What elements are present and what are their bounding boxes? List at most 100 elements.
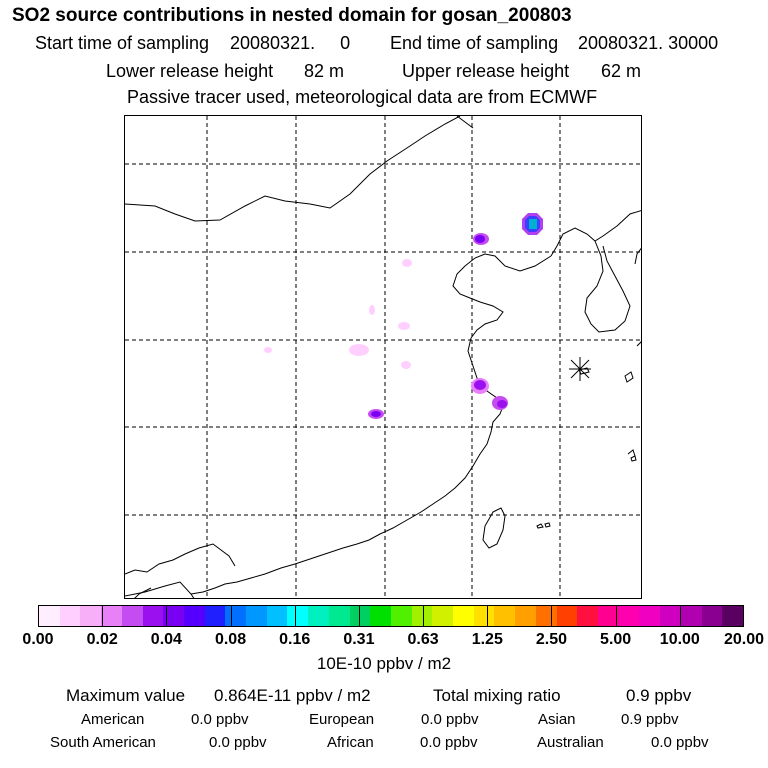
colorbar-tick-label: 5.00 [600,631,632,648]
start-time-value: 20080321. 0 [230,33,351,53]
colorbar-swatch [370,606,391,626]
plume-patch [398,322,410,330]
colorbar-swatch [287,606,309,626]
region-value: 0.0 ppbv [191,711,249,728]
region-name: African [327,734,374,751]
colorbar-swatch [225,606,247,626]
colorbar-swatch [453,606,474,626]
region-name: European [309,711,375,728]
colorbar-swatch [597,606,619,626]
plume-core [475,235,485,243]
colorbar-swatch [722,606,743,626]
colorbar-swatch [494,606,516,626]
max-value-label: Maximum value [66,686,186,705]
plume-patch [402,259,412,267]
colorbar-swatch [577,606,598,626]
colorbar-swatch [246,606,267,626]
region-name: South American [50,734,156,751]
colorbar-tick-label: 1.25 [471,631,503,648]
colorbar-swatch [432,606,454,626]
colorbar-swatch [204,606,226,626]
colorbar-swatch [266,606,288,626]
colorbar-swatch [80,606,102,626]
plume-patch [401,361,411,369]
region-value: 0.0 ppbv [209,734,267,751]
colorbar-swatch [101,606,122,626]
colorbar-tick-label: 0.63 [407,631,439,648]
colorbar [38,605,744,627]
colorbar-swatch [473,606,495,626]
region-value: 0.0 ppbv [421,711,479,728]
total-mixing-label: Total mixing ratio [433,686,561,705]
colorbar-tick-label: 0.16 [279,631,311,648]
colorbar-divider [166,605,167,627]
colorbar-divider [359,605,360,627]
colorbar-swatch [308,606,329,626]
plume-hotspot-core [529,219,537,229]
colorbar-swatch [39,606,60,626]
colorbar-swatch [680,606,702,626]
colorbar-swatch [535,606,557,626]
start-time-label: Start time of sampling [35,33,210,53]
max-value: 0.864E-11 ppbv / m2 [214,686,371,705]
plot-title: SO2 source contributions in nested domai… [12,5,572,26]
colorbar-divider [487,605,488,627]
region-value: 0.0 ppbv [420,734,478,751]
end-time-value: 20080321. 30000 [578,33,719,53]
region-name: Australian [537,734,604,751]
plume-patch [369,305,375,315]
asterisk-receptor-icon [569,357,591,381]
colorbar-divider [551,605,552,627]
colorbar-swatch [142,606,164,626]
colorbar-swatch [639,606,661,626]
colorbar-swatch [59,606,81,626]
end-time-label: End time of sampling [390,33,559,53]
region-value: 0.0 ppbv [651,734,709,751]
plume-core [371,411,381,417]
tracer-note: Passive tracer used, meteorological data… [127,87,598,107]
plume-core [497,400,507,408]
colorbar-tick-label: 20.00 [723,631,765,648]
colorbar-swatch [556,606,578,626]
plume-core [474,380,486,390]
upper-height-value: 62 m [601,61,642,81]
lower-height-label: Lower release height [106,61,274,81]
colorbar-swatch [183,606,205,626]
plume-patch [264,347,272,353]
region-value: 0.9 ppbv [621,711,679,728]
plume-layer [264,213,543,419]
colorbar-tick-label: 0.08 [214,631,247,648]
colorbar-swatch [163,606,184,626]
colorbar-tick-label: 0.31 [343,631,375,648]
colorbar-swatch [618,606,640,626]
colorbar-swatch [660,606,681,626]
colorbar-swatch [328,606,350,626]
colorbar-units: 10E-10 ppbv / m2 [316,654,452,673]
total-mixing-value: 0.9 ppbv [626,686,692,705]
lower-height-value: 82 m [304,61,345,81]
colorbar-swatch [390,606,412,626]
colorbar-divider [231,605,232,627]
map-canvas [125,116,641,598]
colorbar-swatch [701,606,723,626]
colorbar-divider [616,605,617,627]
plume-patch [349,344,369,356]
colorbar-divider [423,605,424,627]
upper-height-label: Upper release height [402,61,570,81]
colorbar-tick-label: 0.04 [150,631,182,648]
colorbar-swatch [515,606,536,626]
colorbar-swatch [411,606,433,626]
colorbar-swatch [121,606,143,626]
lat-lon-grid [125,116,641,598]
region-name: American [81,711,145,728]
colorbar-tick-label: 2.50 [535,631,568,648]
colorbar-divider [102,605,103,627]
region-name: Asian [538,711,576,728]
colorbar-tick-label: 0.02 [86,631,118,648]
colorbar-divider [680,605,681,627]
colorbar-tick-label: 10.00 [659,631,700,648]
map-panel [124,115,642,599]
coastlines [125,116,641,598]
colorbar-tick-label: 0.00 [22,631,54,648]
colorbar-divider [295,605,296,627]
